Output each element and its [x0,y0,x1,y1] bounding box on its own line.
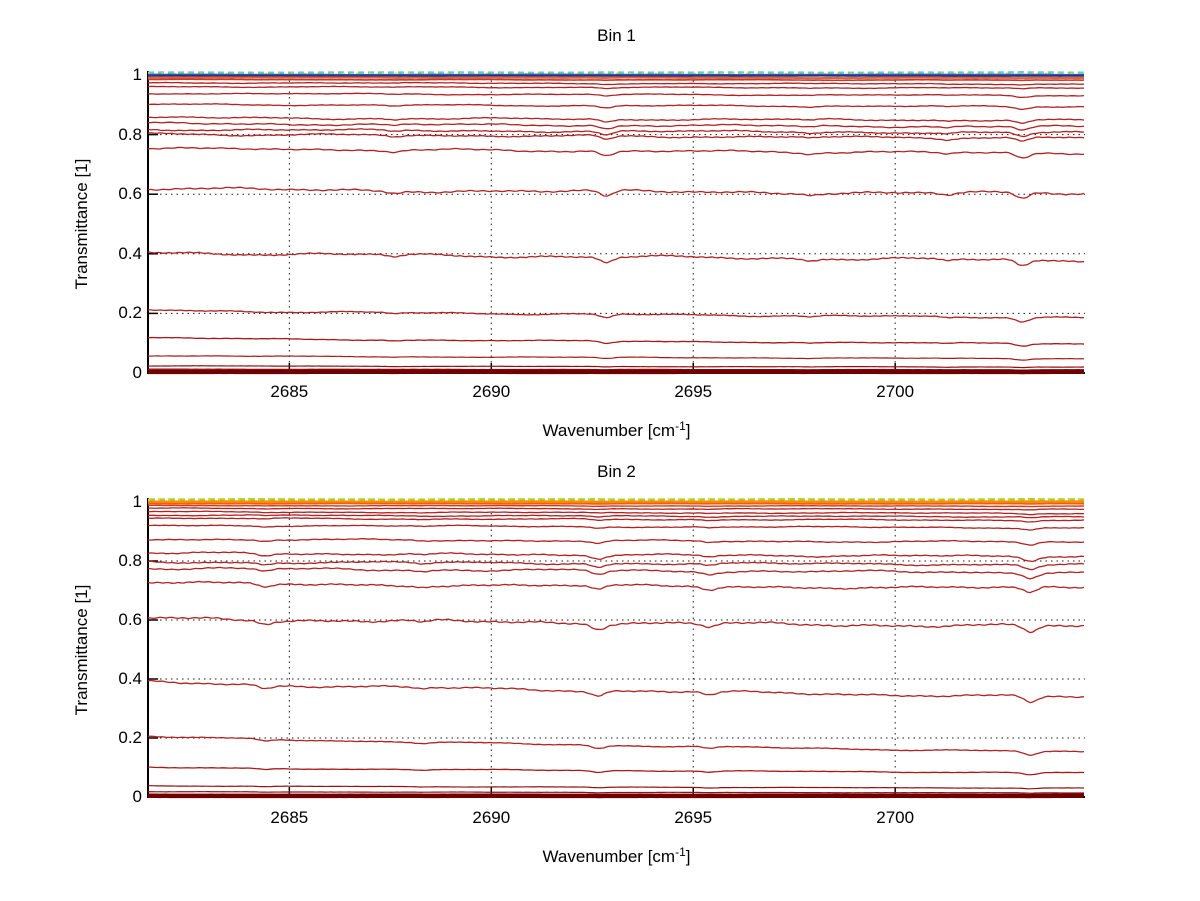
subplot2-xlabel: Wavenumber [cm-1] [148,845,1085,868]
spectrum-line [147,785,1085,790]
subplot1-xlabel-superscript: -1 [675,419,686,433]
x-tick-label: 2700 [876,808,915,827]
subplot1-title: Bin 1 [597,26,636,45]
spectrum-line [147,186,1085,199]
y-tick-label: 0.4 [118,669,142,688]
subplot1-ylabel-text: Transmittance [1] [72,158,91,290]
spectrum-line [147,791,1085,794]
spectrum-line [147,560,1085,571]
subplot2-xlabel-superscript: -1 [675,845,686,859]
spectrum-line [147,517,1085,523]
y-tick-label: 0.6 [118,610,142,629]
spectrum-line [147,504,1085,508]
spectrum-line [147,116,1085,124]
y-tick-label: 0.8 [118,124,142,144]
spectrum-line [147,514,1085,519]
subplot2-xlabel-suffix: ] [685,847,691,866]
x-tick-label: 2690 [472,808,511,827]
x-tick-label: 2685 [270,808,309,827]
spectrum-line [147,538,1085,546]
spectrum-line [147,251,1085,266]
y-tick-label: 0.8 [118,551,142,570]
subplot2-title: Bin 2 [597,462,636,481]
spectrum-line [147,309,1085,323]
spectrum-line [147,92,1085,99]
subplot2-xlabel-prefix: Wavenumber [cm [542,847,676,866]
subplot1-ylabel: Transmittance [1] [72,159,92,290]
x-tick-label: 2695 [674,808,713,827]
spectrum-line [147,355,1085,361]
spectrum-line [147,121,1085,131]
subplot2-ylabel-text: Transmittance [1] [72,584,91,716]
subplot-bin2 [147,497,1085,799]
spectrum-line [147,336,1085,347]
spectrum-line [147,365,1085,369]
subplot2-ylabel: Transmittance [1] [72,585,92,716]
spectrum-line [147,85,1085,90]
spectrum-line [147,580,1085,594]
x-tick-label: 2700 [876,382,915,401]
spectrum-line [147,103,1085,111]
y-tick-label: 0.4 [118,243,142,263]
subplot1-xlabel-suffix: ] [685,421,691,440]
y-tick-label: 0.6 [118,184,142,204]
spectrum-line [147,78,1085,82]
spectrum-line [147,132,1085,142]
y-tick-label: 0.2 [118,728,142,747]
spectrum-line [147,566,1085,580]
spectrum-line [147,502,1085,505]
y-tick-label: 0 [132,787,142,806]
spectrum-line [147,76,1085,80]
spectrum-line [147,499,1085,502]
y-tick-label: 0 [132,363,142,382]
y-tick-label: 1 [132,65,142,84]
spectrum-line [147,524,1085,531]
spectrum-line [147,616,1085,634]
x-tick-label: 2690 [472,382,511,401]
subplot1-xlabel: Wavenumber [cm-1] [148,419,1085,442]
spectrum-line [147,551,1085,563]
spectrum-line [147,146,1085,159]
spectrum-line [147,766,1085,776]
y-tick-label: 1 [132,492,142,511]
spectrum-line [147,507,1085,511]
x-tick-label: 2685 [270,382,309,401]
spectrum-line [147,72,1085,75]
spectrum-line [147,128,1085,138]
subplot1-xlabel-prefix: Wavenumber [cm [542,421,676,440]
spectrum-line [147,510,1085,516]
spectrum-line [147,735,1085,756]
spectrum-line [147,679,1085,704]
y-tick-label: 0.2 [118,303,142,323]
spectrum-line [147,81,1085,86]
x-tick-label: 2695 [674,382,713,401]
subplot-bin1 [147,71,1085,375]
